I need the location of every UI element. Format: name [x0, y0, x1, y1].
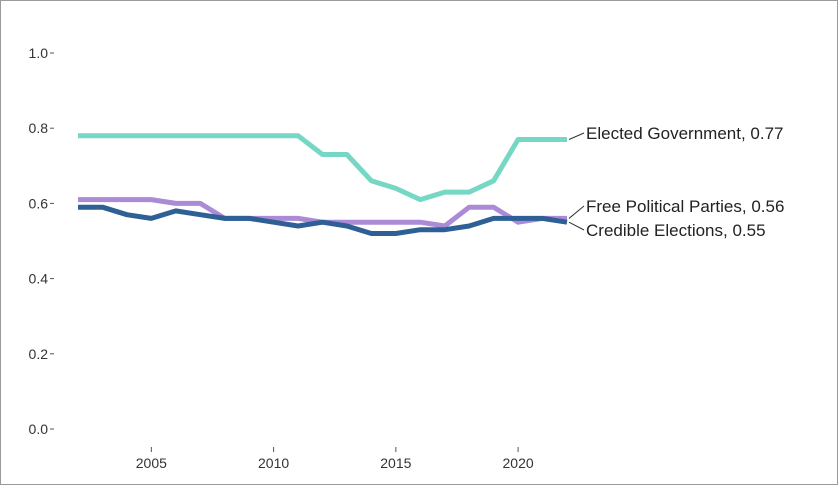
series-end-label: Elected Government, 0.77 [586, 124, 784, 143]
series-end-label: Credible Elections, 0.55 [586, 221, 766, 240]
series-end-labels: Elected Government, 0.77 Free Political P… [568, 124, 784, 240]
y-tick-label: 1.0 [29, 45, 49, 61]
y-tick-label: 0.8 [29, 120, 49, 136]
y-tick-label: 0.6 [29, 195, 49, 211]
y-tick-label: 0.0 [29, 421, 49, 437]
y-tick-label: 0.4 [29, 271, 49, 287]
x-tick-label: 2020 [503, 455, 534, 471]
series-line-credible-elections [78, 204, 568, 236]
x-tick-label: 2015 [380, 455, 411, 471]
x-tick-label: 2010 [258, 455, 289, 471]
label-leader-line [568, 221, 585, 231]
series-lines [78, 133, 568, 236]
label-leader-line [568, 205, 585, 219]
series-line-elected-government [78, 133, 567, 203]
x-tick-label: 2005 [136, 455, 167, 471]
y-tick-label: 0.2 [29, 346, 49, 362]
x-axis: 2005 2010 2015 2020 [136, 447, 534, 471]
label-leader-line [568, 132, 585, 140]
y-axis: 0.0 0.2 0.4 0.6 0.8 1.0 [29, 45, 54, 437]
series-end-label: Free Political Parties, 0.56 [586, 197, 784, 216]
